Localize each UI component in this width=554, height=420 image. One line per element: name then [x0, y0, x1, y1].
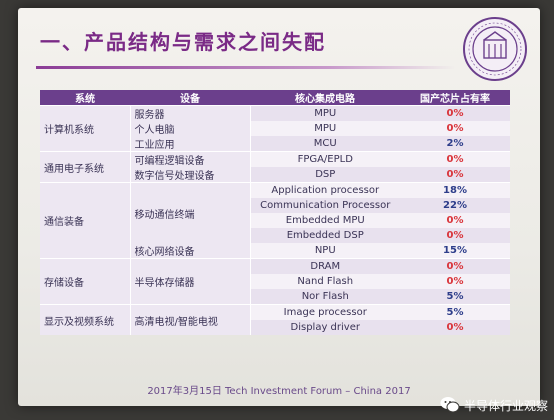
share-cell: 18%	[400, 182, 510, 198]
share-cell: 22%	[400, 198, 510, 213]
device-cell: 移动通信终端	[130, 182, 251, 243]
share-cell: 15%	[400, 243, 510, 259]
device-cell: 工业应用	[130, 136, 251, 152]
table-row: 通用电子系统 可编程逻辑设备 FPGA/EPLD 0%	[40, 151, 510, 183]
table-row: 核心网络设备 NPU 15%	[40, 243, 510, 259]
system-cell: 通用电子系统	[40, 151, 131, 183]
table-row: Embedded MPU 0%	[40, 213, 510, 228]
table-row: 个人电脑 MPU 0%	[40, 121, 510, 136]
device-cell: 数字信号处理设备	[130, 167, 251, 183]
share-cell: 0%	[400, 105, 510, 121]
chip-cell: MCU	[250, 136, 400, 152]
table-row: Embedded DSP 0%	[40, 228, 510, 243]
chip-cell: Nand Flash	[250, 274, 400, 289]
chip-cell: Display driver	[250, 320, 400, 335]
chip-cell: MPU	[250, 105, 400, 121]
share-cell: 0%	[400, 167, 510, 183]
chip-cell: FPGA/EPLD	[250, 151, 400, 167]
share-cell: 0%	[400, 213, 510, 228]
chip-cell: Image processor	[250, 304, 400, 320]
share-cell: 2%	[400, 136, 510, 152]
header-domestic-share: 国产芯片占有率	[400, 90, 510, 106]
chip-cell: Nor Flash	[250, 289, 400, 305]
title-underline	[36, 66, 456, 69]
system-cell: 通信装备	[40, 182, 131, 259]
share-cell: 0%	[400, 274, 510, 289]
chip-cell: Communication Processor	[250, 198, 400, 213]
table-row: 显示及视频系统 高清电视/智能电视 Image processor 5%	[40, 304, 510, 335]
device-cell: 半导体存储器	[130, 258, 251, 305]
header-device: 设备	[130, 90, 250, 106]
chip-cell: DRAM	[250, 258, 400, 274]
device-cell: 可编程逻辑设备	[130, 151, 251, 167]
device-cell: 个人电脑	[130, 121, 251, 136]
wechat-account-name: 半导体行业观察	[463, 398, 548, 413]
chip-cell: Embedded MPU	[250, 213, 400, 228]
presentation-slide: 一、产品结构与需求之间失配 系统 设备 核心集成电路 国产芯片占有率 计算机系统…	[18, 8, 540, 406]
header-core-ic: 核心集成电路	[250, 90, 400, 106]
slide-footer: 2017年3月15日 Tech Investment Forum – China…	[147, 386, 411, 397]
share-cell: 5%	[400, 289, 510, 305]
table-row: 通信装备 移动通信终端 Application processor 18%	[40, 182, 510, 259]
chip-cell: Application processor	[250, 182, 400, 198]
chip-share-table: 系统 设备 核心集成电路 国产芯片占有率 计算机系统 服务器 MPU 0% 个人…	[40, 90, 510, 335]
table-row: 数字信号处理设备 DSP 0%	[40, 167, 510, 183]
table-row: Communication Processor 22%	[40, 198, 510, 213]
share-cell: 0%	[400, 121, 510, 136]
table-row: Nor Flash 5%	[40, 289, 510, 305]
table-row: 工业应用 MCU 2%	[40, 136, 510, 152]
table-row: 存储设备 半导体存储器 DRAM 0%	[40, 258, 510, 305]
device-cell: 核心网络设备	[130, 243, 251, 259]
table-row: Display driver 0%	[40, 320, 510, 335]
chip-cell: MPU	[250, 121, 400, 136]
share-cell: 0%	[400, 320, 510, 335]
wechat-watermark: 半导体行业观察	[440, 396, 548, 414]
chip-cell: Embedded DSP	[250, 228, 400, 243]
chip-cell: DSP	[250, 167, 400, 183]
share-cell: 0%	[400, 151, 510, 167]
share-cell: 0%	[400, 228, 510, 243]
table-row: Nand Flash 0%	[40, 274, 510, 289]
chip-cell: NPU	[250, 243, 400, 259]
system-cell: 显示及视频系统	[40, 304, 131, 335]
share-cell: 0%	[400, 258, 510, 274]
system-cell: 存储设备	[40, 258, 131, 305]
header-system: 系统	[40, 90, 130, 106]
wechat-icon	[440, 397, 460, 413]
table-row: 计算机系统 服务器 MPU 0%	[40, 105, 510, 152]
system-cell: 计算机系统	[40, 105, 131, 152]
slide-title: 一、产品结构与需求之间失配	[40, 30, 326, 54]
device-cell: 高清电视/智能电视	[130, 304, 251, 335]
device-cell: 服务器	[130, 105, 251, 121]
share-cell: 5%	[400, 304, 510, 320]
university-seal-icon	[463, 17, 527, 81]
